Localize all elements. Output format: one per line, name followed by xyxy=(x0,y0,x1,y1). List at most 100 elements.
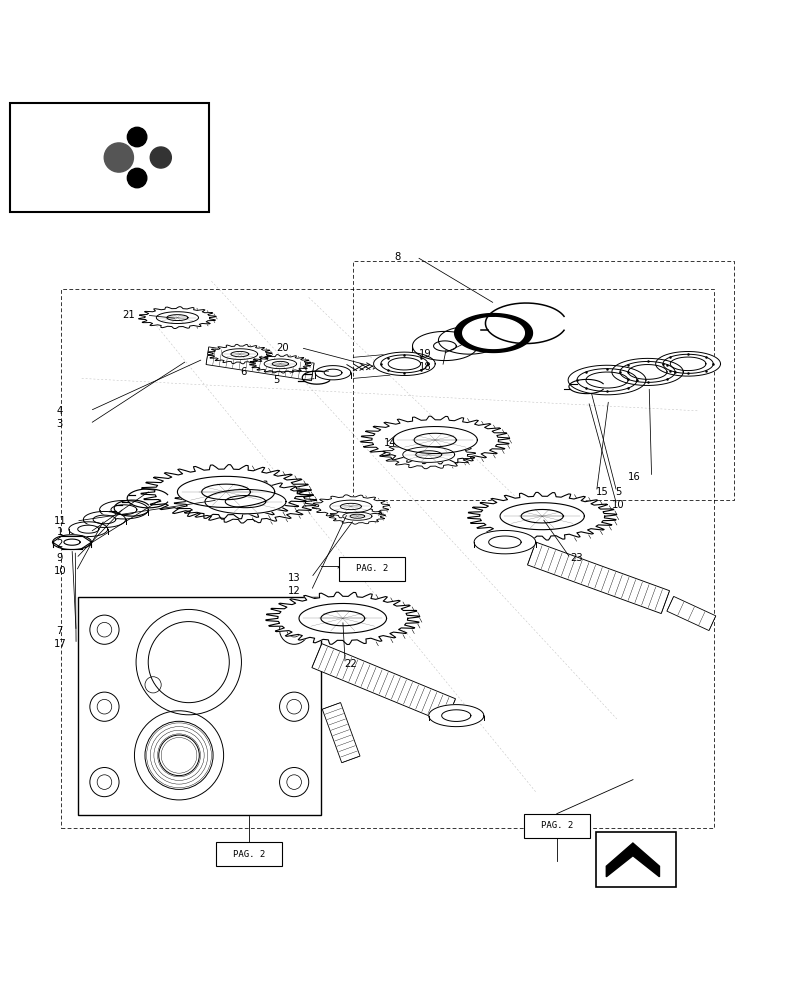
Polygon shape xyxy=(157,312,198,324)
Polygon shape xyxy=(230,351,248,357)
Polygon shape xyxy=(373,352,435,376)
Polygon shape xyxy=(141,465,311,519)
Polygon shape xyxy=(174,480,316,523)
Text: 16: 16 xyxy=(628,472,640,482)
Polygon shape xyxy=(167,315,187,321)
Text: 12: 12 xyxy=(287,586,300,596)
Polygon shape xyxy=(380,355,427,373)
Polygon shape xyxy=(662,354,712,373)
Polygon shape xyxy=(93,515,116,524)
Polygon shape xyxy=(414,433,456,447)
Text: 3: 3 xyxy=(57,419,63,429)
Polygon shape xyxy=(64,539,80,545)
Polygon shape xyxy=(272,361,288,366)
Text: 22: 22 xyxy=(344,659,357,669)
Polygon shape xyxy=(177,476,274,507)
Polygon shape xyxy=(577,369,637,391)
Polygon shape xyxy=(264,359,296,369)
Text: 23: 23 xyxy=(569,553,581,563)
Text: 10: 10 xyxy=(611,500,624,510)
Text: 1: 1 xyxy=(57,527,63,537)
Polygon shape xyxy=(78,525,99,533)
Polygon shape xyxy=(488,536,521,548)
Text: 17: 17 xyxy=(54,639,67,649)
Polygon shape xyxy=(84,511,126,527)
Circle shape xyxy=(104,143,133,172)
Text: 15: 15 xyxy=(595,487,607,497)
Text: 20: 20 xyxy=(276,343,289,353)
Polygon shape xyxy=(458,336,479,345)
Polygon shape xyxy=(324,369,341,376)
Polygon shape xyxy=(606,843,659,877)
Text: 5: 5 xyxy=(272,375,279,385)
Polygon shape xyxy=(206,347,314,381)
Polygon shape xyxy=(100,500,148,519)
Polygon shape xyxy=(322,703,359,763)
Polygon shape xyxy=(350,514,364,518)
Bar xyxy=(523,814,590,838)
Polygon shape xyxy=(388,358,420,370)
Polygon shape xyxy=(78,597,320,815)
Polygon shape xyxy=(521,509,563,523)
Polygon shape xyxy=(666,596,715,631)
Text: 6: 6 xyxy=(240,367,247,377)
Text: 13: 13 xyxy=(287,573,300,583)
Polygon shape xyxy=(315,366,350,380)
Polygon shape xyxy=(433,341,456,351)
Bar xyxy=(11,103,208,212)
Polygon shape xyxy=(298,603,386,633)
Text: 9: 9 xyxy=(57,553,63,563)
Polygon shape xyxy=(428,705,483,727)
Polygon shape xyxy=(19,152,174,163)
Circle shape xyxy=(127,127,147,147)
Polygon shape xyxy=(467,492,616,540)
Text: PAG. 2: PAG. 2 xyxy=(540,821,573,830)
Polygon shape xyxy=(35,144,137,171)
Text: 14: 14 xyxy=(383,438,396,448)
Polygon shape xyxy=(586,372,628,388)
Text: 2: 2 xyxy=(57,539,63,549)
Polygon shape xyxy=(568,365,645,395)
Polygon shape xyxy=(225,496,265,508)
Polygon shape xyxy=(393,427,477,454)
Polygon shape xyxy=(328,508,385,524)
Polygon shape xyxy=(438,326,500,354)
Polygon shape xyxy=(320,611,364,626)
Polygon shape xyxy=(311,644,455,723)
Text: 5: 5 xyxy=(615,487,620,497)
Polygon shape xyxy=(415,451,441,458)
Text: PAG. 2: PAG. 2 xyxy=(355,564,388,573)
Text: 10: 10 xyxy=(54,566,67,576)
Polygon shape xyxy=(500,503,584,530)
Polygon shape xyxy=(265,592,419,644)
Polygon shape xyxy=(527,542,669,614)
Polygon shape xyxy=(208,344,272,364)
Polygon shape xyxy=(412,331,477,361)
Polygon shape xyxy=(249,355,311,373)
Polygon shape xyxy=(139,307,216,328)
Text: PAG. 2: PAG. 2 xyxy=(232,850,264,859)
Polygon shape xyxy=(441,710,470,721)
Circle shape xyxy=(150,147,171,168)
Polygon shape xyxy=(360,416,509,464)
Polygon shape xyxy=(311,495,389,518)
Bar xyxy=(215,842,281,866)
Polygon shape xyxy=(221,349,257,359)
Polygon shape xyxy=(462,318,524,348)
Polygon shape xyxy=(53,535,92,550)
Text: 21: 21 xyxy=(122,310,135,320)
Polygon shape xyxy=(611,358,682,385)
Text: 19: 19 xyxy=(418,349,431,359)
Polygon shape xyxy=(70,125,84,190)
Bar xyxy=(338,557,405,581)
Polygon shape xyxy=(340,503,361,510)
Text: 11: 11 xyxy=(54,516,67,526)
Polygon shape xyxy=(329,500,371,513)
Polygon shape xyxy=(620,361,674,382)
Polygon shape xyxy=(474,530,535,554)
Text: 18: 18 xyxy=(418,362,431,372)
Polygon shape xyxy=(381,441,475,469)
Polygon shape xyxy=(342,512,371,520)
Text: 8: 8 xyxy=(394,252,401,262)
Circle shape xyxy=(127,168,147,188)
